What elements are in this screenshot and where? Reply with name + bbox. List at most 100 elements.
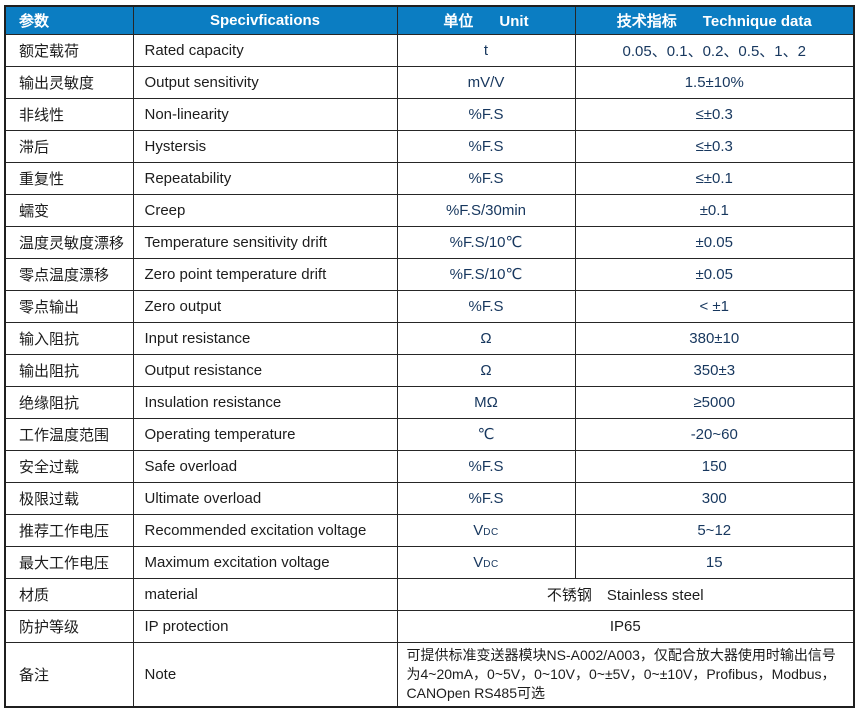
value-cell: ≤±0.1 xyxy=(574,161,855,195)
value-cell: 300 xyxy=(574,481,855,515)
param-en-cell: Temperature sensitivity drift xyxy=(132,225,398,259)
value-cell: 15 xyxy=(574,545,855,579)
table-row: 温度灵敏度漂移 Temperature sensitivity drift %F.S… xyxy=(4,225,855,259)
unit-base: V xyxy=(473,521,484,539)
header-parameters-cn: 参数 xyxy=(19,12,50,30)
value-cell: ≥5000 xyxy=(574,385,855,419)
unit-cell: mV/V xyxy=(396,65,576,99)
header-technique-data: 技术指标 Technique data xyxy=(574,5,855,35)
param-cn-cell: 安全过载 xyxy=(4,449,134,483)
value-cell: < ±1 xyxy=(574,289,855,323)
table-row: 绝缘阻抗 Insulation resistance MΩ ≥5000 xyxy=(4,385,855,419)
param-cn-cell: 材质 xyxy=(4,577,134,611)
param-cn-cell: 零点温度漂移 xyxy=(4,257,134,291)
table-row: 最大工作电压 Maximum excitation voltage VDC 15 xyxy=(4,545,855,579)
param-en-cell: Repeatability xyxy=(132,161,398,195)
unit-cell: t xyxy=(396,33,576,67)
param-cn-cell: 备注 xyxy=(4,641,134,707)
unit-cell: %F.S xyxy=(396,129,576,163)
table-row: 材质 material 不锈钢 Stainless steel xyxy=(4,577,855,611)
param-cn-cell: 蠕变 xyxy=(4,193,134,227)
header-unit-en: Unit xyxy=(499,12,529,30)
value-cell: 350±3 xyxy=(574,353,855,387)
table-row: 非线性 Non-linearity %F.S ≤±0.3 xyxy=(4,97,855,131)
unit-cell: VDC xyxy=(396,545,576,579)
table-row: 推荐工作电压 Recommended excitation voltage VDC 5… xyxy=(4,513,855,547)
value-cell: ±0.1 xyxy=(574,193,855,227)
unit-cell: Ω xyxy=(396,353,576,387)
header-technique-cn: 技术指标 xyxy=(616,12,677,30)
param-en-cell: Maximum excitation voltage xyxy=(132,545,398,579)
param-en-cell: Insulation resistance xyxy=(132,385,398,419)
param-en-cell: Recommended excitation voltage xyxy=(132,513,398,547)
unit-cell: %F.S/10℃ xyxy=(396,257,576,291)
header-technique-en: Technique data xyxy=(702,12,812,30)
header-unit-cn: 单位 xyxy=(443,12,474,30)
table-row: 输出灵敏度 Output sensitivity mV/V 1.5±10% xyxy=(4,65,855,99)
param-en-cell: Note xyxy=(132,641,398,707)
param-cn-cell: 额定载荷 xyxy=(4,33,134,67)
unit-cell: %F.S/10℃ xyxy=(396,225,576,259)
value-cell: 1.5±10% xyxy=(574,65,855,99)
value-cell: 0.05、0.1、0.2、0.5、1、2 xyxy=(574,33,855,67)
param-en-cell: IP protection xyxy=(132,609,398,643)
value-cell: ±0.05 xyxy=(574,225,855,259)
unit-cell: %F.S xyxy=(396,97,576,131)
merged-value-cell: 不锈钢 Stainless steel xyxy=(396,577,855,611)
table-row: 重复性 Repeatability %F.S ≤±0.1 xyxy=(4,161,855,195)
param-en-cell: Safe overload xyxy=(132,449,398,483)
table-row: 零点输出 Zero output %F.S < ±1 xyxy=(4,289,855,323)
param-en-cell: material xyxy=(132,577,398,611)
table-row: 输入阻抗 Input resistance Ω 380±10 xyxy=(4,321,855,355)
value-cell: 5~12 xyxy=(574,513,855,547)
table-row: 额定载荷 Rated capacity t 0.05、0.1、0.2、0.5、1、2 xyxy=(4,33,855,67)
unit-cell: MΩ xyxy=(396,385,576,419)
param-en-cell: Input resistance xyxy=(132,321,398,355)
param-cn-cell: 极限过载 xyxy=(4,481,134,515)
param-en-cell: Non-linearity xyxy=(132,97,398,131)
table-row: 蠕变 Creep %F.S/30min ±0.1 xyxy=(4,193,855,227)
table-row: 备注 Note 可提供标准变送器模块NS-A002/A003，仅配合放大器使用时输出… xyxy=(4,641,855,707)
param-en-cell: Output sensitivity xyxy=(132,65,398,99)
unit-cell: VDC xyxy=(396,513,576,547)
param-en-cell: Ultimate overload xyxy=(132,481,398,515)
param-cn-cell: 工作温度范围 xyxy=(4,417,134,451)
value-cell: -20~60 xyxy=(574,417,855,451)
param-cn-cell: 输出灵敏度 xyxy=(4,65,134,99)
table-row: 工作温度范围 Operating temperature ℃ -20~60 xyxy=(4,417,855,451)
table-row: 安全过载 Safe overload %F.S 150 xyxy=(4,449,855,483)
table-body: 额定载荷 Rated capacity t 0.05、0.1、0.2、0.5、1、2 输… xyxy=(4,33,855,707)
param-cn-cell: 滞后 xyxy=(4,129,134,163)
header-parameters: 参数 xyxy=(4,5,134,35)
table-row: 零点温度漂移 Zero point temperature drift %F.S/1… xyxy=(4,257,855,291)
param-en-cell: Zero output xyxy=(132,289,398,323)
merged-value-cell: 可提供标准变送器模块NS-A002/A003，仅配合放大器使用时输出信号为4~2… xyxy=(396,641,855,707)
unit-subscript: DC xyxy=(483,558,499,570)
header-specifications: Specivfications xyxy=(132,5,398,35)
param-cn-cell: 最大工作电压 xyxy=(4,545,134,579)
value-cell: 150 xyxy=(574,449,855,483)
param-cn-cell: 零点输出 xyxy=(4,289,134,323)
value-cell: 380±10 xyxy=(574,321,855,355)
param-cn-cell: 非线性 xyxy=(4,97,134,131)
value-cell: ±0.05 xyxy=(574,257,855,291)
merged-value-cell: IP65 xyxy=(396,609,855,643)
value-cell: ≤±0.3 xyxy=(574,97,855,131)
param-en-cell: Creep xyxy=(132,193,398,227)
param-cn-cell: 输入阻抗 xyxy=(4,321,134,355)
specifications-table: 参数 Specivfications 单位 Unit 技术指标 Technique … xyxy=(4,5,855,708)
header-specifications-en: Specivfications xyxy=(209,11,321,29)
table-row: 极限过载 Ultimate overload %F.S 300 xyxy=(4,481,855,515)
unit-cell: %F.S xyxy=(396,481,576,515)
value-cell: ≤±0.3 xyxy=(574,129,855,163)
unit-cell: %F.S xyxy=(396,289,576,323)
unit-subscript: DC xyxy=(483,526,499,538)
param-en-cell: Hystersis xyxy=(132,129,398,163)
unit-cell: %F.S xyxy=(396,161,576,195)
unit-cell: ℃ xyxy=(396,417,576,451)
header-row: 参数 Specivfications 单位 Unit 技术指标 Technique … xyxy=(4,5,855,35)
param-en-cell: Operating temperature xyxy=(132,417,398,451)
param-cn-cell: 温度灵敏度漂移 xyxy=(4,225,134,259)
unit-cell: %F.S xyxy=(396,449,576,483)
